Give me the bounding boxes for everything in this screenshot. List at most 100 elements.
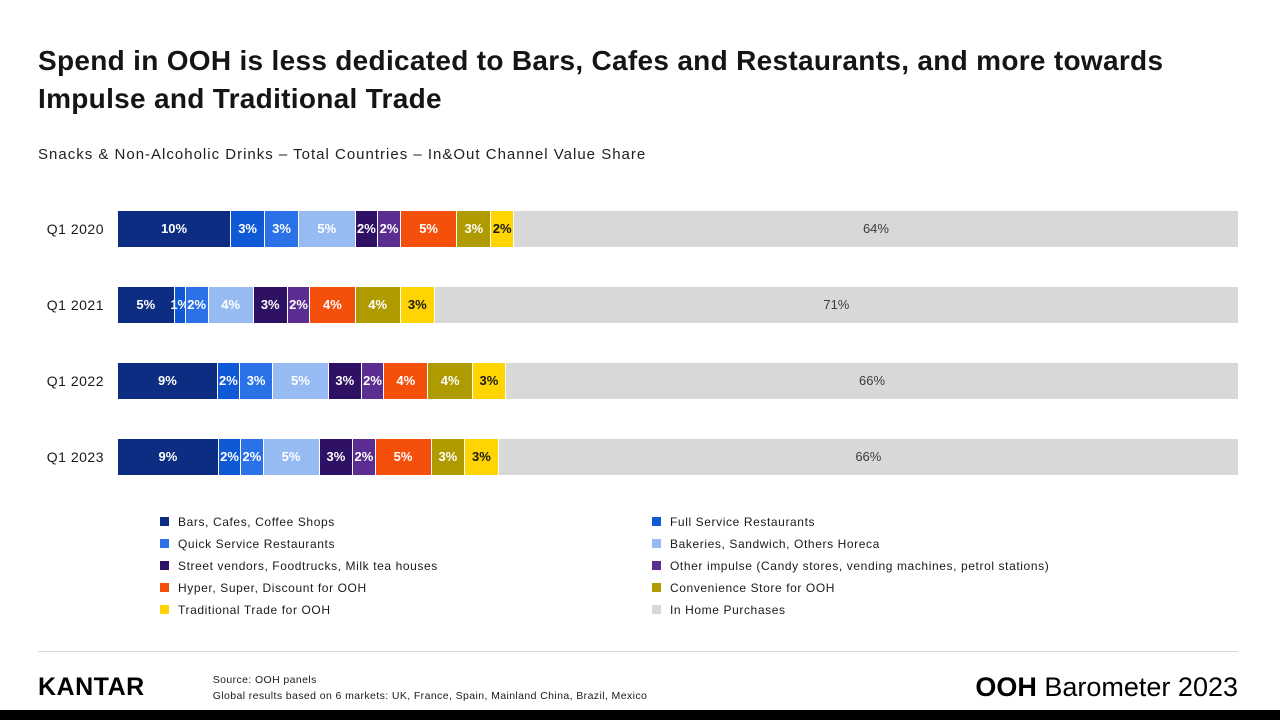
bar-segment: 1%	[170, 286, 189, 323]
stacked-bar: 9% 2% 3% 5% 3% 2% 4% 4% 3% 66%	[118, 362, 1238, 399]
stacked-bar-chart: Q1 2020 10% 3% 3% 5% 2% 2% 5% 3% 2% 64% Q1 2021 5% 1%…	[38, 210, 1238, 625]
segment-value-label: 3%	[479, 373, 499, 389]
legend-item: Full Service Restaurants	[652, 515, 1049, 529]
segment-value-label: 66%	[858, 373, 886, 389]
legend-label: Bakeries, Sandwich, Others Horeca	[670, 536, 880, 551]
stacked-bar: 9% 2% 2% 5% 3% 2% 5% 3% 3% 66%	[118, 438, 1238, 475]
footer: KANTAR Source: OOH panels Global results…	[38, 672, 1238, 705]
bar-segment: 5%	[273, 362, 329, 399]
stacked-bar: 5% 1% 2% 4% 3% 2% 4% 4% 3% 71%	[118, 286, 1238, 323]
legend-item: Other impulse (Candy stores, vending mac…	[652, 559, 1049, 573]
legend-item: Traditional Trade for OOH	[160, 603, 652, 617]
bar-segment: 64%	[513, 210, 1238, 247]
footer-divider	[38, 650, 1238, 652]
legend-item: Bakeries, Sandwich, Others Horeca	[652, 537, 1049, 551]
legend-label: Bars, Cafes, Coffee Shops	[178, 514, 335, 529]
segment-value-label: 9%	[158, 449, 178, 465]
bar-segment: 2%	[361, 362, 385, 399]
segment-value-label: 1%	[170, 297, 190, 313]
segment-value-label: 3%	[335, 373, 355, 389]
bar-segment: 66%	[498, 438, 1238, 475]
bar-segment: 2%	[241, 438, 264, 475]
bar-segment: 3%	[400, 286, 435, 323]
legend-label: Full Service Restaurants	[670, 514, 816, 529]
bar-segment: 2%	[217, 362, 240, 399]
row-label: Q1 2022	[46, 372, 104, 389]
legend-label: In Home Purchases	[670, 602, 786, 617]
segment-value-label: 4%	[440, 373, 460, 389]
chart-subtitle: Snacks & Non-Alcoholic Drinks – Total Co…	[38, 145, 647, 163]
legend-item: Convenience Store for OOH	[652, 581, 1049, 595]
source-line-1: Source: OOH panels	[212, 673, 317, 686]
segment-value-label: 2%	[289, 297, 308, 313]
legend-swatch	[160, 561, 169, 571]
chart-rows: Q1 2020 10% 3% 3% 5% 2% 2% 5% 3% 2% 64% Q1 2021 5% 1%…	[38, 210, 1238, 475]
segment-value-label: 5%	[419, 221, 438, 237]
legend-swatch	[652, 561, 661, 571]
bar-segment: 2%	[185, 286, 209, 323]
bar-segment: 2%	[491, 210, 514, 247]
segment-value-label: 3%	[472, 449, 491, 465]
bar-segment: 3%	[231, 210, 266, 247]
segment-value-label: 2%	[363, 373, 382, 389]
bar-segment: 71%	[434, 286, 1238, 323]
bar-segment: 2%	[287, 286, 311, 323]
kantar-logo: KANTAR	[38, 673, 145, 702]
segment-value-label: 3%	[238, 221, 257, 237]
legend-label: Hyper, Super, Discount for OOH	[178, 580, 367, 595]
bar-segment: 3%	[457, 210, 492, 247]
bar-segment: 2%	[218, 438, 242, 475]
bar-segment: 3%	[319, 438, 354, 475]
chart-row: Q1 2020 10% 3% 3% 5% 2% 2% 5% 3% 2% 64%	[38, 210, 1238, 247]
row-label: Q1 2021	[46, 296, 104, 313]
legend-swatch	[160, 605, 169, 615]
bar-segment: 4%	[310, 286, 356, 323]
chart-row: Q1 2022 9% 2% 3% 5% 3% 2% 4% 4% 3% 66%	[38, 362, 1238, 399]
bar-segment: 3%	[472, 362, 507, 399]
segment-value-label: 2%	[218, 373, 238, 389]
legend-item: Quick Service Restaurants	[160, 537, 652, 551]
bottom-bar	[0, 710, 1280, 720]
segment-value-label: 9%	[158, 373, 177, 389]
bar-segment: 3%	[431, 438, 466, 475]
bar-segment: 2%	[355, 210, 379, 247]
segment-value-label: 66%	[855, 449, 882, 465]
bar-segment: 4%	[428, 362, 473, 399]
segment-value-label: 4%	[396, 373, 416, 389]
segment-value-label: 4%	[323, 297, 342, 313]
legend-swatch	[160, 539, 169, 549]
bar-segment: 4%	[384, 362, 429, 399]
legend-swatch	[160, 583, 169, 593]
bar-segment: 5%	[263, 438, 320, 475]
bar-segment: 3%	[465, 438, 499, 475]
report-title: OOH Barometer 2023	[975, 672, 1238, 703]
row-label: Q1 2020	[46, 220, 104, 237]
legend-swatch	[652, 605, 661, 615]
segment-value-label: 2%	[220, 449, 239, 465]
chart-row: Q1 2023 9% 2% 2% 5% 3% 2% 5% 3% 3% 66%	[38, 438, 1238, 475]
bar-segment: 3%	[328, 362, 362, 399]
bar-segment: 5%	[299, 210, 356, 247]
segment-value-label: 71%	[823, 297, 850, 313]
legend-swatch	[652, 517, 661, 527]
segment-value-label: 4%	[221, 297, 241, 313]
chart-row: Q1 2021 5% 1% 2% 4% 3% 2% 4% 4% 3% 71%	[38, 286, 1238, 323]
segment-value-label: 2%	[379, 221, 399, 237]
segment-value-label: 5%	[291, 373, 310, 389]
segment-value-label: 2%	[187, 297, 207, 313]
segment-value-label: 3%	[326, 449, 346, 465]
bar-segment: 3%	[239, 362, 274, 399]
bar-segment: 3%	[253, 286, 288, 323]
legend-column: Full Service Restaurants Bakeries, Sandwi…	[652, 515, 1049, 625]
segment-value-label: 2%	[354, 449, 374, 465]
legend-item: Bars, Cafes, Coffee Shops	[160, 515, 652, 529]
segment-value-label: 5%	[393, 449, 413, 465]
legend-label: Quick Service Restaurants	[178, 536, 336, 551]
segment-value-label: 2%	[242, 449, 262, 465]
source-note: Source: OOH panels Global results based …	[213, 672, 648, 705]
legend-column: Bars, Cafes, Coffee Shops Quick Service R…	[160, 515, 652, 625]
legend-item: Hyper, Super, Discount for OOH	[160, 581, 652, 595]
segment-value-label: 2%	[492, 221, 512, 237]
segment-value-label: 5%	[281, 449, 301, 465]
segment-value-label: 4%	[368, 297, 388, 313]
